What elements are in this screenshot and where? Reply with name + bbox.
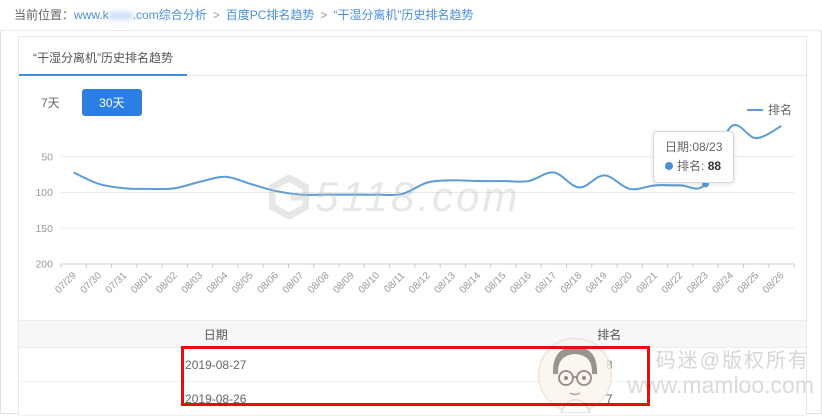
legend-label: 排名 — [767, 103, 792, 117]
column-header-date: 日期 — [19, 320, 413, 348]
y-axis-label: 200 — [35, 259, 53, 271]
x-axis-label: 08/05 — [230, 270, 256, 296]
x-axis-label: 08/15 — [483, 270, 509, 296]
series-dot-icon — [665, 162, 673, 170]
table-header-row: 日期 排名 — [19, 320, 806, 348]
x-axis-label: 08/08 — [306, 270, 332, 296]
legend-line-icon — [746, 108, 763, 111]
cell-date: 2019-08-26 — [19, 381, 413, 416]
cell-rank: 7 — [412, 381, 806, 416]
breadcrumb-link-keyword-trend[interactable]: “干湿分离机”历史排名趋势 — [333, 8, 474, 22]
x-axis-label: 08/06 — [255, 270, 281, 296]
breadcrumb-separator: > — [212, 8, 220, 22]
x-axis-label: 08/11 — [382, 270, 407, 295]
tooltip-value: 88 — [707, 159, 722, 173]
chart-tooltip: 日期:08/23 排名: 88 — [653, 131, 735, 183]
x-axis-label: 08/03 — [180, 270, 206, 296]
y-axis-label: 100 — [35, 187, 53, 199]
x-axis-label: 07/29 — [53, 270, 79, 296]
x-axis-label: 08/16 — [508, 270, 534, 296]
rank-series-line — [73, 124, 782, 197]
rank-trend-chart: 5118.com 50 100 150 200 07/29 07/30 07/31 08/01… — [19, 113, 805, 313]
breadcrumb-link-site[interactable]: www.kxxxx.com综合分析 — [74, 8, 207, 22]
chart-legend[interactable]: 排名 — [746, 101, 792, 118]
site-link-prefix: www.k — [74, 8, 109, 22]
x-axis-label: 08/14 — [458, 270, 484, 296]
x-axis-label: 08/07 — [281, 270, 307, 296]
x-axis-label: 08/22 — [660, 270, 686, 296]
breadcrumb-separator: > — [320, 8, 328, 22]
x-axis-label: 08/04 — [205, 270, 231, 296]
x-axis-label: 08/26 — [761, 270, 787, 296]
tooltip-date: 日期:08/23 — [665, 140, 723, 154]
table-row[interactable]: 2019-08-26 7 — [19, 381, 806, 416]
x-axis-label: 08/21 — [635, 270, 661, 296]
breadcrumb-label: 当前位置： — [14, 8, 75, 22]
column-header-rank: 排名 — [412, 320, 806, 348]
x-axis-label: 08/13 — [432, 270, 458, 296]
range-button-30d[interactable]: 30天 — [82, 89, 142, 116]
panel-header: “干湿分离机”历史排名趋势 — [19, 37, 806, 76]
x-axis-label: 08/25 — [736, 270, 762, 296]
range-controls: 7天 30天 — [39, 89, 142, 116]
tab-history-rank-trend[interactable]: “干湿分离机”历史排名趋势 — [19, 37, 187, 76]
x-axis-label: 08/24 — [710, 270, 736, 296]
table-row[interactable]: 2019-08-27 8 — [19, 347, 806, 382]
x-axis-label: 08/23 — [685, 270, 711, 296]
x-axis-label: 08/20 — [609, 270, 635, 296]
breadcrumb-link-baidu-pc-trend[interactable]: 百度PC排名趋势 — [225, 8, 315, 22]
x-axis-label: 08/10 — [357, 270, 383, 296]
y-axis-label: 150 — [35, 223, 53, 235]
breadcrumb: 当前位置：www.kxxxx.com综合分析 > 百度PC排名趋势 > “干湿分离机”历… — [0, 0, 822, 31]
x-axis-label: 07/30 — [79, 270, 105, 296]
x-axis-label: 08/18 — [559, 270, 585, 296]
site-link-masked: xxxx — [108, 8, 133, 22]
x-axis-label: 08/02 — [154, 270, 180, 296]
x-axis-label: 08/19 — [584, 270, 610, 296]
range-button-7d[interactable]: 7天 — [39, 89, 62, 116]
site-link-suffix: .com综合分析 — [132, 8, 207, 22]
x-axis-label: 08/12 — [407, 270, 433, 296]
rank-history-table: 日期 排名 2019-08-27 8 2019-08-26 7 — [19, 320, 806, 416]
x-axis-label: 07/31 — [104, 270, 130, 296]
tooltip-value-row: 排名: 88 — [665, 157, 722, 176]
x-axis-label: 08/09 — [331, 270, 357, 296]
y-axis-label: 50 — [41, 151, 53, 163]
cell-rank: 8 — [412, 347, 806, 382]
x-axis-label: 08/01 — [129, 270, 155, 296]
x-axis-label: 08/17 — [534, 270, 560, 296]
tooltip-series-label: 排名: — [677, 159, 705, 173]
trend-panel: “干湿分离机”历史排名趋势 7天 30天 排名 5118.com 50 100 15… — [18, 36, 807, 416]
cell-date: 2019-08-27 — [19, 347, 413, 382]
